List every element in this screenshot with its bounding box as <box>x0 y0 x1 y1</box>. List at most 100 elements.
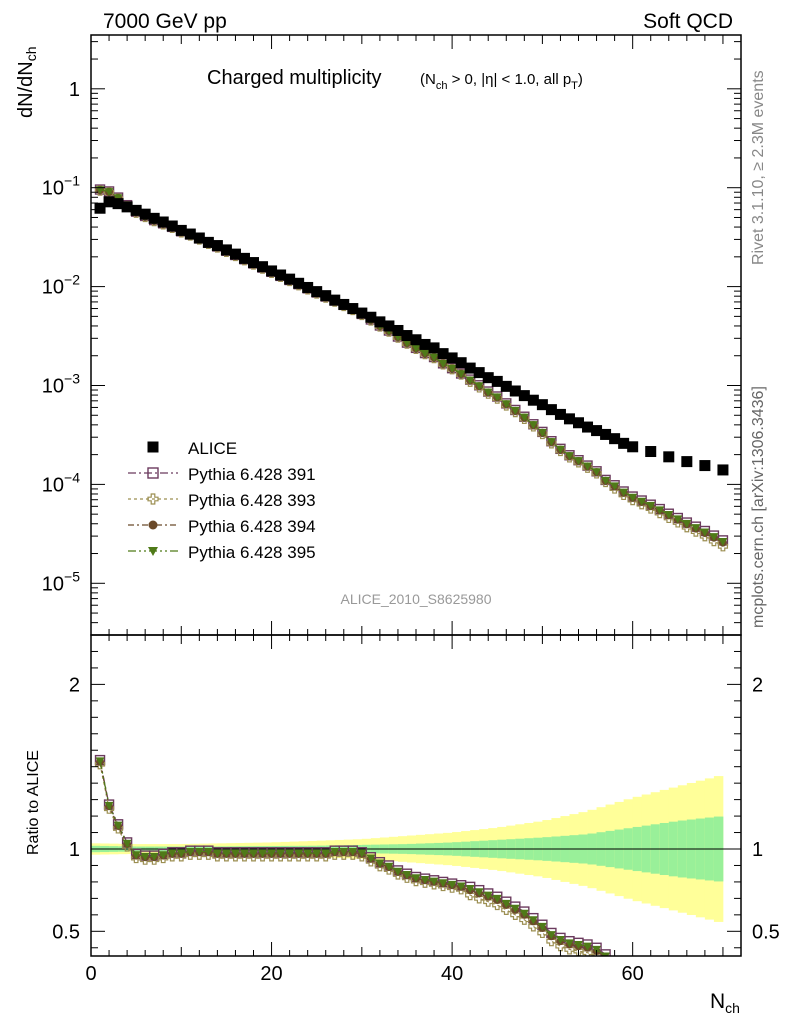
point-alice <box>184 228 196 240</box>
legend-label-py393: Pythia 6.428 393 <box>188 491 316 510</box>
point-alice <box>401 330 413 342</box>
ratio-point-py395 <box>564 939 574 948</box>
ratio-point-py395 <box>546 931 556 940</box>
point-py395 <box>537 428 547 437</box>
ratio-point-py395 <box>592 945 602 954</box>
ratio-point-py395 <box>212 849 222 858</box>
y-tick-label: 10−1 <box>42 173 80 200</box>
ratio-point-py395 <box>438 879 448 888</box>
point-py395 <box>718 537 728 546</box>
ratio-series <box>94 754 611 967</box>
point-py395 <box>601 476 611 485</box>
point-py395 <box>519 413 529 422</box>
ratio-point-py395 <box>375 859 385 868</box>
ratio-point-py395 <box>276 849 286 858</box>
point-py395 <box>510 406 520 415</box>
point-alice <box>248 257 259 269</box>
point-alice <box>455 357 467 369</box>
point-alice <box>121 201 133 213</box>
ratio-point-py395 <box>294 849 304 858</box>
point-alice <box>437 348 449 360</box>
ratio-point-py395 <box>339 847 349 856</box>
ratio-point-py395 <box>574 940 583 949</box>
point-py395 <box>673 515 683 524</box>
point-py395 <box>646 501 656 510</box>
title-main: Charged multiplicity <box>207 67 382 89</box>
point-alice <box>266 265 278 277</box>
point-py395 <box>447 364 457 373</box>
point-alice <box>238 252 250 264</box>
point-alice <box>428 342 440 354</box>
ratio-point-py395 <box>131 851 141 860</box>
y-tick-label: 10−2 <box>42 272 80 299</box>
point-alice <box>699 460 711 472</box>
x-tick-label: 60 <box>622 963 644 985</box>
ratio-point-py395 <box>474 888 484 897</box>
ratio-point-py395 <box>321 849 331 858</box>
ratio-y-tick-label-left: 2 <box>69 674 80 696</box>
ratio-point-py395 <box>601 952 611 956</box>
ratio-point-py395 <box>285 849 295 858</box>
point-py395 <box>700 528 710 537</box>
point-py395 <box>501 400 511 409</box>
ratio-point-py395 <box>140 852 150 861</box>
point-alice <box>211 240 223 252</box>
ratio-point-py395 <box>176 849 186 858</box>
point-alice <box>130 204 142 216</box>
point-alice <box>609 433 621 445</box>
ratio-point-py395 <box>393 867 403 876</box>
legend-label-py395: Pythia 6.428 395 <box>188 543 316 562</box>
point-alice <box>473 367 485 379</box>
y-tick-label: 10−4 <box>42 469 80 496</box>
ratio-point-py395 <box>303 849 313 858</box>
ratio-point-py395 <box>366 854 376 863</box>
point-alice <box>311 286 323 298</box>
ratio-point-py395 <box>456 882 466 891</box>
point-alice <box>157 216 169 228</box>
ratio-point-py395 <box>555 936 565 945</box>
ratio-point-py395 <box>483 891 493 900</box>
point-alice <box>202 236 214 248</box>
ratio-point-py395 <box>465 885 475 894</box>
ratio-point-py395 <box>230 849 240 858</box>
point-py395 <box>465 376 475 385</box>
point-alice <box>220 244 232 256</box>
ratio-point-py395 <box>402 871 412 880</box>
legend-label-alice: ALICE <box>188 439 237 458</box>
point-alice <box>347 303 359 315</box>
ratio-point-py395 <box>519 909 529 918</box>
point-alice <box>509 385 521 397</box>
ratio-point-py395 <box>312 849 322 858</box>
legend: ALICE Pythia 6.428 391 Pythia 6.428 393 Pyt… <box>128 439 316 562</box>
point-py395 <box>691 524 701 533</box>
legend-marker-alice <box>147 441 159 453</box>
point-py395 <box>555 445 565 454</box>
point-py395 <box>474 382 484 391</box>
point-alice <box>365 311 377 323</box>
point-py395 <box>664 511 674 520</box>
legend-label-py391: Pythia 6.428 391 <box>188 465 316 484</box>
y-axis-label: dN/dNch <box>15 47 39 119</box>
ratio-point-py395 <box>528 916 538 925</box>
point-alice <box>491 375 503 387</box>
point-py395 <box>438 360 448 369</box>
point-alice <box>573 417 584 429</box>
ratio-y-tick-label-left: 1 <box>69 839 80 861</box>
ratio-point-py393 <box>601 958 610 967</box>
ratio-y-tick-label-right: 1 <box>752 839 763 861</box>
ratio-point-py395 <box>384 862 394 871</box>
ratio-point-py395 <box>149 852 159 861</box>
ratio-point-py395 <box>510 904 520 913</box>
point-alice <box>302 281 314 293</box>
point-py395 <box>456 370 466 379</box>
point-py395 <box>420 349 430 358</box>
mcplots-label: mcplots.cern.ch [arXiv:1306.3436] <box>750 386 767 628</box>
point-py395 <box>637 497 647 506</box>
point-alice <box>446 352 458 364</box>
point-alice <box>527 394 539 406</box>
ratio-point-py395 <box>429 877 439 886</box>
point-py395 <box>682 519 692 528</box>
ratio-point-py395 <box>420 875 430 884</box>
point-alice <box>554 408 566 420</box>
